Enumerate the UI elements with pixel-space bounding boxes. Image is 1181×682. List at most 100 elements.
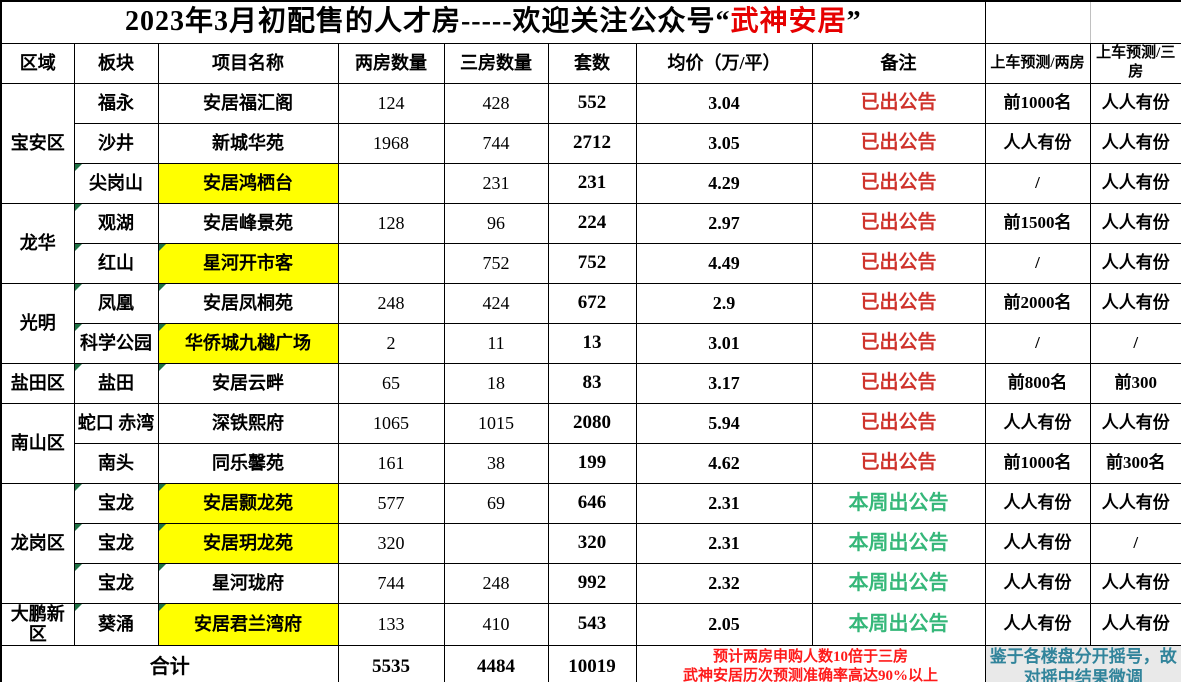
two-bed-count-cell bbox=[337, 242, 445, 284]
pred-three-cell: 人人有份 bbox=[1089, 282, 1181, 324]
three-bed-count-cell: 248 bbox=[443, 562, 549, 604]
avg-price-cell: 4.62 bbox=[635, 442, 813, 484]
table-row: 宝安区 福永 安居福汇阁 124 428 552 3.04 已出公告 前1000… bbox=[0, 82, 1181, 204]
pred-two-cell: 人人有份 bbox=[984, 482, 1091, 524]
pred-three-cell: 人人有份 bbox=[1089, 402, 1181, 444]
three-bed-count-cell: 231 bbox=[443, 162, 549, 204]
block-cell: 尖岗山 bbox=[73, 162, 159, 204]
block-cell: 盐田 bbox=[73, 362, 159, 404]
table-row: 尖岗山 安居鸿栖台 231 231 4.29 已出公告 / 人人有份 bbox=[1, 162, 1181, 204]
pred-two-cell: 人人有份 bbox=[984, 122, 1091, 164]
comment-marker-icon bbox=[75, 284, 82, 291]
block-cell: 宝龙 bbox=[73, 522, 159, 564]
project-cell: 安居鸿栖台 bbox=[157, 162, 339, 204]
col-header-three-bed: 三房数量 bbox=[443, 42, 549, 84]
table-row: 大鹏新区 葵涌 安居君兰湾府 133 410 543 2.05 本周出公告 人人… bbox=[0, 602, 1181, 646]
comment-marker-icon bbox=[75, 244, 82, 251]
avg-price-cell: 2.31 bbox=[635, 522, 813, 564]
col-header-block: 板块 bbox=[73, 42, 159, 84]
pred-three-cell: / bbox=[1089, 522, 1181, 564]
pred-two-cell: 前1000名 bbox=[984, 442, 1091, 484]
remark-cell: 本周出公告 bbox=[811, 482, 986, 524]
two-bed-count-cell: 1065 bbox=[337, 402, 445, 444]
comment-marker-icon bbox=[159, 604, 166, 611]
three-bed-count-cell: 410 bbox=[443, 602, 549, 646]
block-label: 观湖 bbox=[98, 212, 134, 233]
table-row: 盐田区 盐田 安居云畔 65 18 83 3.17 已出公告 前800名 前30… bbox=[0, 362, 1181, 404]
three-bed-count-cell: 1015 bbox=[443, 402, 549, 444]
block-cell: 福永 bbox=[73, 82, 159, 124]
block-label: 尖岗山 bbox=[89, 172, 143, 193]
empty-cell bbox=[984, 0, 1091, 44]
col-header-region: 区域 bbox=[0, 42, 75, 84]
block-cell: 蛇口 赤湾 bbox=[73, 402, 159, 444]
pred-two-cell: 人人有份 bbox=[984, 402, 1091, 444]
avg-price-cell: 4.49 bbox=[635, 242, 813, 284]
block-cell: 科学公园 bbox=[73, 322, 159, 364]
project-cell: 安居福汇阁 bbox=[157, 82, 339, 124]
project-cell: 安居凤桐苑 bbox=[157, 282, 339, 324]
summary-row: 合计 5535 4484 10019 预计两房申购人数10倍于三房 武神安居历次… bbox=[0, 644, 1181, 682]
project-label: 安居云畔 bbox=[212, 372, 284, 393]
avg-price-cell: 2.9 bbox=[635, 282, 813, 324]
remark-cell: 本周出公告 bbox=[811, 562, 986, 604]
footer-tip-cell: 鉴于各楼盘分开摇号，故 对摇中结果微调 bbox=[984, 644, 1181, 682]
title-close-quote: ” bbox=[846, 6, 862, 38]
title-row: 2023年3月初配售的人才房-----欢迎关注公众号“武神安居” bbox=[0, 0, 1181, 44]
region-cell: 光明 bbox=[0, 282, 75, 364]
remark-cell: 已出公告 bbox=[811, 322, 986, 364]
project-label: 安居颢龙苑 bbox=[203, 492, 293, 513]
project-cell: 安居君兰湾府 bbox=[157, 602, 339, 646]
total-units-cell: 992 bbox=[547, 562, 637, 604]
total-units-cell: 672 bbox=[547, 282, 637, 324]
total-units-cell: 83 bbox=[547, 362, 637, 404]
table-row: 红山 星河开市客 752 752 4.49 已出公告 / 人人有份 bbox=[1, 242, 1181, 284]
region-cell: 宝安区 bbox=[0, 82, 75, 204]
pred-three-cell: 人人有份 bbox=[1089, 82, 1181, 124]
total-units-sum-cell: 10019 bbox=[547, 644, 637, 682]
remark-cell: 已出公告 bbox=[811, 242, 986, 284]
block-label: 宝龙 bbox=[98, 492, 134, 513]
col-header-pred-two: 上车预测/两房 bbox=[984, 42, 1091, 84]
block-label: 科学公园 bbox=[80, 332, 152, 353]
comment-marker-icon bbox=[159, 244, 166, 251]
pred-three-cell: 前300名 bbox=[1089, 442, 1181, 484]
block-cell: 葵涌 bbox=[73, 602, 159, 646]
region-cell: 龙岗区 bbox=[0, 482, 75, 604]
project-label: 星河开市客 bbox=[203, 252, 293, 273]
avg-price-cell: 4.29 bbox=[635, 162, 813, 204]
pred-three-cell: 前300 bbox=[1089, 362, 1181, 404]
block-cell: 南头 bbox=[73, 442, 159, 484]
remark-cell: 本周出公告 bbox=[811, 522, 986, 564]
col-header-remark: 备注 bbox=[811, 42, 986, 84]
table-row: 龙岗区 宝龙 安居颢龙苑 577 69 646 2.31 本周出公告 人人有份 … bbox=[0, 482, 1181, 604]
table-row: 沙井 新城华苑 1968 744 2712 3.05 已出公告 人人有份 人人有… bbox=[1, 122, 1181, 164]
two-bed-count-cell: 133 bbox=[337, 602, 445, 646]
block-label: 宝龙 bbox=[98, 532, 134, 553]
block-cell: 沙井 bbox=[73, 122, 159, 164]
pred-three-cell: 人人有份 bbox=[1089, 122, 1181, 164]
block-cell: 宝龙 bbox=[73, 562, 159, 604]
project-cell: 同乐馨苑 bbox=[157, 442, 339, 484]
region-cell: 盐田区 bbox=[0, 362, 75, 404]
comment-marker-icon bbox=[159, 524, 166, 531]
total-units-cell: 552 bbox=[547, 82, 637, 124]
two-bed-count-cell: 1968 bbox=[337, 122, 445, 164]
remark-cell: 已出公告 bbox=[811, 122, 986, 164]
remark-cell: 已出公告 bbox=[811, 82, 986, 124]
three-bed-count-cell: 424 bbox=[443, 282, 549, 324]
col-header-avg-price: 均价（万/平） bbox=[635, 42, 813, 84]
footer-note-cell: 预计两房申购人数10倍于三房 武神安居历次预测准确率高达90%以上 bbox=[635, 644, 986, 682]
pred-two-cell: / bbox=[984, 322, 1091, 364]
block-label: 宝龙 bbox=[98, 572, 134, 593]
total-units-cell: 199 bbox=[547, 442, 637, 484]
three-bed-count-cell: 428 bbox=[443, 82, 549, 124]
pred-two-cell: 前2000名 bbox=[984, 282, 1091, 324]
table-row: 南头 同乐馨苑 161 38 199 4.62 已出公告 前1000名 前300… bbox=[1, 442, 1181, 484]
block-label: 凤凰 bbox=[98, 292, 134, 313]
comment-marker-icon bbox=[159, 564, 166, 571]
project-cell: 星河开市客 bbox=[157, 242, 339, 284]
project-cell: 安居峰景苑 bbox=[157, 202, 339, 244]
project-label: 安居君兰湾府 bbox=[194, 613, 302, 634]
